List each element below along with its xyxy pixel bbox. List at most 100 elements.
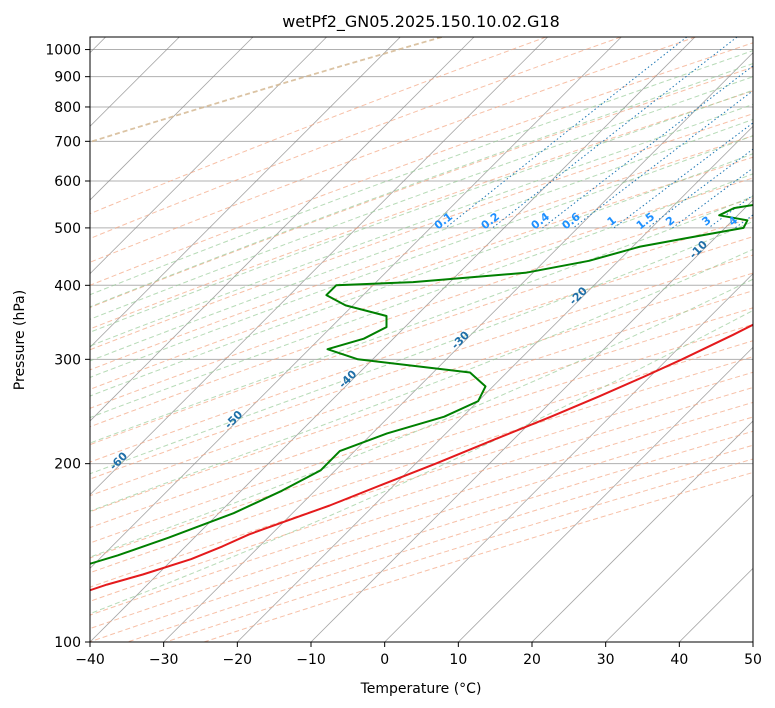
mixing-ratio-label: 4 xyxy=(726,213,740,228)
dry-adiabat xyxy=(90,90,753,330)
dry-adiabat xyxy=(90,42,753,286)
isotherm-line xyxy=(531,420,753,642)
isotherm-line xyxy=(679,567,753,642)
moist-adiabat-lines xyxy=(90,50,753,615)
y-tick-label: 400 xyxy=(54,278,81,294)
mixing-ratio-line xyxy=(672,167,753,229)
x-tick-label: −40 xyxy=(75,652,105,668)
x-tick-label: 40 xyxy=(670,652,688,668)
dry-adiabat xyxy=(90,401,753,616)
dry-adiabat xyxy=(90,323,753,544)
x-tick-label: 50 xyxy=(744,652,762,668)
mixing-ratio-line xyxy=(734,214,753,229)
mixing-ratio-line xyxy=(445,37,688,229)
line-labels: 0.10.20.40.611.52346810131620253036-100-… xyxy=(0,210,775,514)
isotherm-line xyxy=(458,346,753,642)
dry-adiabat xyxy=(90,156,753,390)
moist-adiabat xyxy=(90,195,753,444)
isotherm-line xyxy=(752,641,753,642)
isotherm-line xyxy=(90,37,622,569)
x-tick-label: −10 xyxy=(296,652,326,668)
profile-series xyxy=(90,203,753,592)
mixing-ratio-line xyxy=(572,90,753,229)
y-tick-label: 100 xyxy=(54,635,81,651)
mixing-ratio-label: 6 xyxy=(765,213,775,228)
dry-adiabat xyxy=(203,471,753,642)
mixing-ratio-label: 0.4 xyxy=(529,210,553,232)
x-tick-label: 30 xyxy=(597,652,615,668)
y-tick-label: 500 xyxy=(54,221,81,237)
dry-adiabat xyxy=(90,416,753,630)
y-tick-label: 200 xyxy=(54,457,81,473)
isotherm-line xyxy=(163,52,753,642)
dry-adiabat xyxy=(90,236,753,463)
dry-adiabat xyxy=(127,444,753,642)
isotherm-line xyxy=(90,37,696,642)
mixing-ratio-line xyxy=(708,194,753,229)
dry-adiabat xyxy=(90,340,753,559)
moist-adiabat xyxy=(90,173,753,419)
mixing-ratio-label: 0.2 xyxy=(479,210,502,232)
mixing-ratio-lines xyxy=(445,37,753,229)
y-tick-label: 800 xyxy=(54,100,81,116)
mixing-ratio-label: 2 xyxy=(663,214,677,229)
plot-frame xyxy=(89,36,754,643)
y-axis: 100 200 300 400 500 600 700 800 900 1000 xyxy=(45,43,90,651)
isotherm-label: -70 xyxy=(0,491,15,514)
y-tick-label: 600 xyxy=(54,174,81,190)
x-tick-label: 0 xyxy=(380,652,389,668)
y-tick-label: 1000 xyxy=(45,43,81,59)
y-tick-label: 300 xyxy=(54,352,81,368)
surface-curve xyxy=(90,37,443,143)
isotherm-line xyxy=(90,37,401,348)
isotherm-line xyxy=(384,273,753,642)
dry-adiabat xyxy=(90,113,753,351)
x-tick-label: 10 xyxy=(449,652,467,668)
mixing-ratio-label: 1 xyxy=(605,214,619,229)
dry-adiabat xyxy=(165,458,753,642)
x-axis-title: Temperature (°C) xyxy=(360,681,482,697)
isotherm-label: -60 xyxy=(107,449,130,472)
x-tick-label: −30 xyxy=(149,652,179,668)
mixing-ratio-label: 0.1 xyxy=(432,210,455,232)
isotherm-line xyxy=(605,494,753,642)
isotherm-label: -20 xyxy=(567,284,590,307)
temperature-profile-line xyxy=(90,323,753,592)
isotherm-label: -50 xyxy=(222,408,245,431)
x-tick-label: −20 xyxy=(223,652,253,668)
mixing-ratio-label: 1.5 xyxy=(634,210,657,232)
moist-adiabat xyxy=(90,118,753,362)
dry-adiabat xyxy=(90,430,753,642)
isotherm-line xyxy=(237,125,753,642)
isotherm-label: -40 xyxy=(336,367,359,390)
dewpoint-profile-line xyxy=(90,203,753,565)
isotherm-line xyxy=(90,37,327,275)
y-tick-label: 900 xyxy=(54,70,81,86)
isotherm-label: -30 xyxy=(449,328,472,351)
moist-adiabat xyxy=(90,76,753,320)
dry-adiabat xyxy=(90,307,753,529)
dry-adiabat xyxy=(90,272,753,497)
isotherm-line xyxy=(90,37,548,496)
moist-adiabat xyxy=(90,278,753,558)
dry-adiabat xyxy=(90,197,753,428)
y-axis-title: Pressure (hPa) xyxy=(12,290,28,390)
mixing-ratio-label: 0.6 xyxy=(559,210,583,232)
x-tick-label: 20 xyxy=(523,652,541,668)
isotherm-line xyxy=(310,199,753,642)
mixing-ratio-line xyxy=(542,65,753,229)
dry-adiabat xyxy=(90,37,622,240)
x-axis: −40 −30 −20 −10 0 10 20 30 40 50 xyxy=(75,642,762,668)
mixing-ratio-line xyxy=(492,37,738,229)
isotherm-lines xyxy=(90,37,753,642)
isotherm-line xyxy=(90,37,475,422)
surface-dashed-curve xyxy=(90,37,443,143)
dry-adiabat-lines xyxy=(90,37,753,642)
moist-adiabat xyxy=(90,103,753,347)
dry-adiabat xyxy=(90,37,696,263)
y-tick-label: 700 xyxy=(54,134,81,150)
dry-adiabat xyxy=(90,66,753,309)
isotherm-line xyxy=(90,37,254,201)
chart-title: wetPf2_GN05.2025.150.10.02.G18 xyxy=(282,12,560,32)
